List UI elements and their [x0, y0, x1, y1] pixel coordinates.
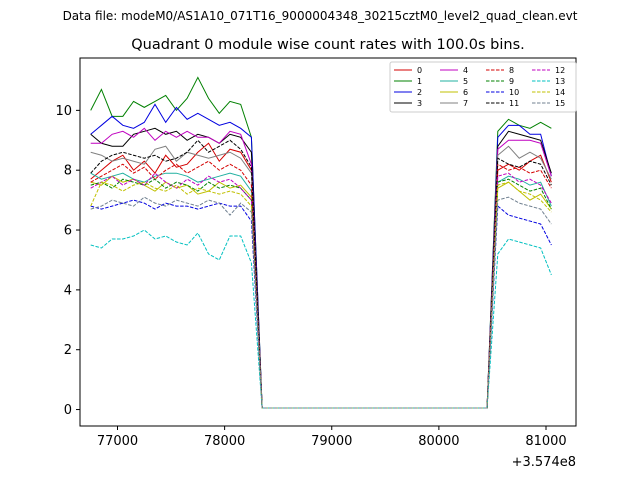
y-tick-label: 4	[64, 283, 72, 298]
legend-label-11: 11	[509, 99, 519, 108]
y-tick-label: 2	[64, 343, 72, 358]
x-tick-label: 79000	[311, 434, 352, 449]
y-tick-label: 6	[64, 224, 72, 239]
legend-label-2: 2	[417, 88, 422, 97]
series-line-15	[90, 196, 552, 409]
plot-area	[80, 58, 576, 426]
y-tick-label: 0	[64, 403, 72, 418]
x-offset-label: +3.574e8	[512, 455, 576, 470]
legend-label-5: 5	[463, 77, 468, 86]
x-axis: 77000 78000 79000 80000 81000	[97, 426, 567, 449]
y-tick-label: 8	[64, 164, 72, 179]
plot-frame	[79, 57, 577, 427]
legend-label-4: 4	[463, 66, 468, 75]
legend-box	[389, 61, 577, 113]
legend-label-10: 10	[509, 88, 519, 97]
x-tick-label: 78000	[204, 434, 245, 449]
legend-label-8: 8	[509, 66, 514, 75]
y-axis: 0 2 4 6 8 10	[55, 104, 80, 418]
legend-label-9: 9	[509, 77, 514, 86]
legend-label-7: 7	[463, 99, 468, 108]
x-tick-label: 77000	[97, 434, 138, 449]
legend-label-13: 13	[555, 77, 565, 86]
chart-suptitle: Data file: modeM0/AS1A10_071T16_90000043…	[63, 9, 578, 23]
legend-label-6: 6	[463, 88, 468, 97]
x-tick-label: 81000	[525, 434, 566, 449]
x-tick-label: 80000	[418, 434, 459, 449]
legend-label-1: 1	[417, 77, 422, 86]
legend-label-0: 0	[417, 66, 422, 75]
legend-label-15: 15	[555, 99, 565, 108]
legend-label-12: 12	[555, 66, 565, 75]
series-layer	[90, 76, 552, 409]
y-tick-label: 10	[55, 104, 72, 119]
chart-title: Quadrant 0 module wise count rates with …	[131, 37, 525, 53]
legend-label-14: 14	[555, 88, 565, 97]
legend-label-3: 3	[417, 99, 422, 108]
